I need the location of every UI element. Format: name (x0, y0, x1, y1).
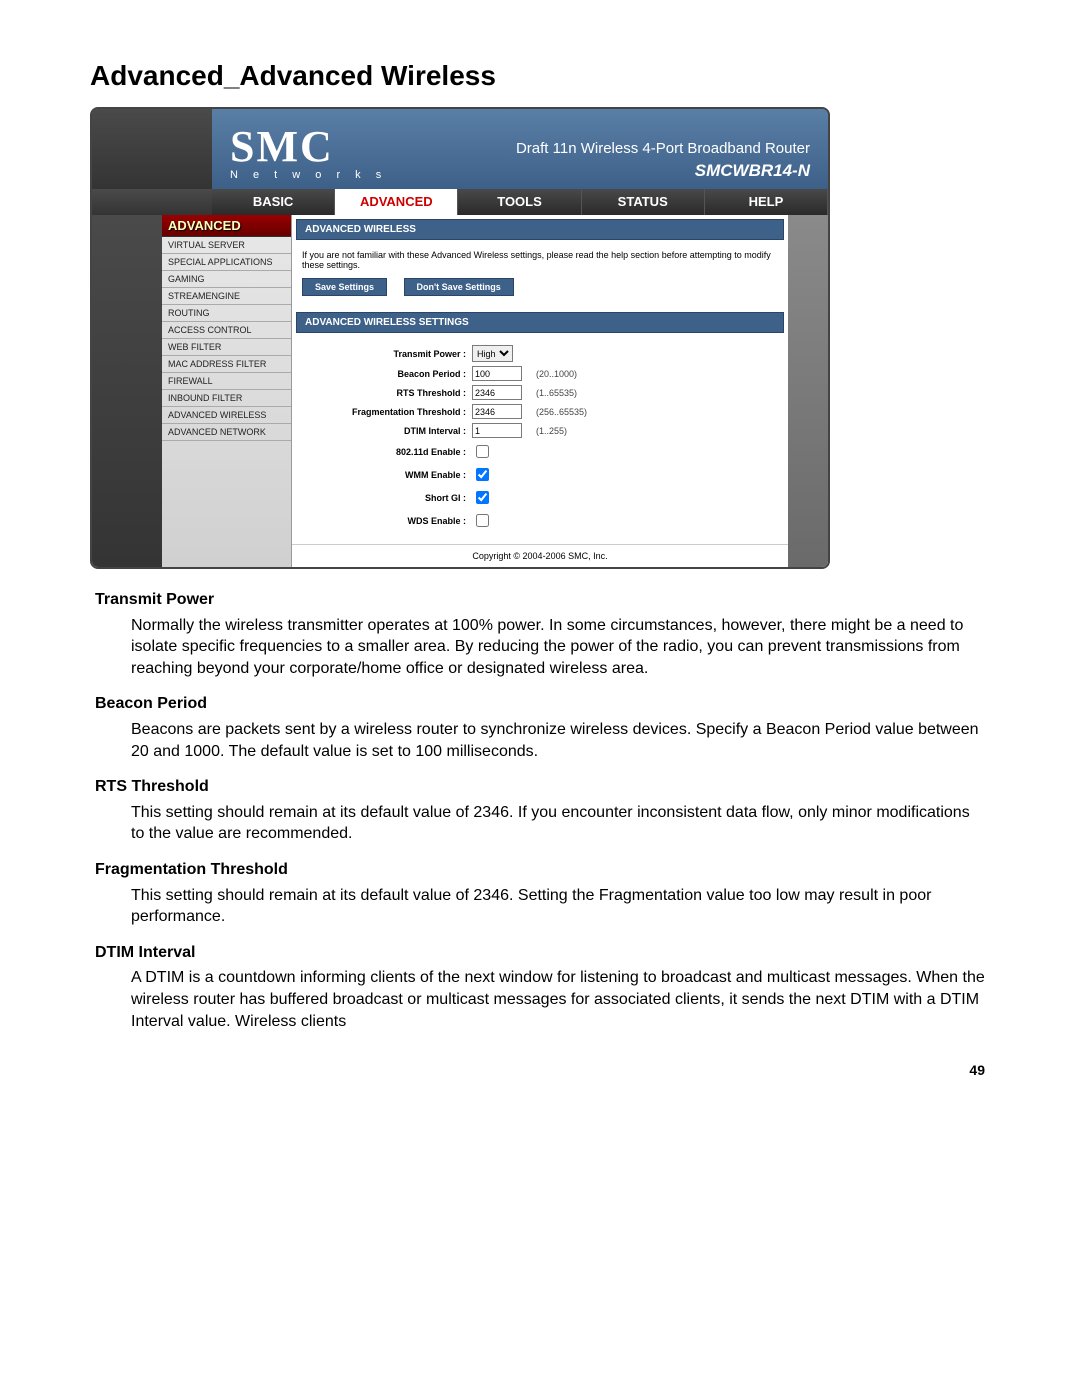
range-dtim-interval: (1..255) (536, 426, 567, 436)
label-wds-enable: WDS Enable : (302, 516, 472, 526)
checkbox-80211d-enable[interactable] (476, 445, 489, 458)
input-beacon-period[interactable] (472, 366, 522, 381)
section-title-settings: ADVANCED WIRELESS SETTINGS (296, 312, 784, 333)
tabbar-left-dark (92, 189, 212, 215)
page-number: 49 (40, 1062, 985, 1078)
product-model: SMCWBR14-N (516, 161, 810, 181)
row-short-gi: Short GI : (302, 486, 778, 509)
range-beacon-period: (20..1000) (536, 369, 577, 379)
row-frag-threshold: Fragmentation Threshold : (256..65535) (302, 402, 778, 421)
sidebar-item-gaming[interactable]: GAMING (162, 271, 291, 288)
doc-heading-rts-threshold: RTS Threshold (95, 776, 985, 798)
router-body: ADVANCED VIRTUAL SERVER SPECIAL APPLICAT… (92, 215, 828, 567)
range-frag-threshold: (256..65535) (536, 407, 587, 417)
tab-help[interactable]: HELP (705, 189, 828, 215)
header-left-dark (92, 109, 212, 189)
row-80211d-enable: 802.11d Enable : (302, 440, 778, 463)
range-rts-threshold: (1..65535) (536, 388, 577, 398)
input-rts-threshold[interactable] (472, 385, 522, 400)
label-wmm-enable: WMM Enable : (302, 470, 472, 480)
sidebar: ADVANCED VIRTUAL SERVER SPECIAL APPLICAT… (162, 215, 292, 567)
main-tabbar: BASIC ADVANCED TOOLS STATUS HELP (92, 189, 828, 215)
doc-heading-beacon-period: Beacon Period (95, 693, 985, 715)
sidebar-item-routing[interactable]: ROUTING (162, 305, 291, 322)
sidebar-item-special-applications[interactable]: SPECIAL APPLICATIONS (162, 254, 291, 271)
label-short-gi: Short GI : (302, 493, 472, 503)
body-right-gray (788, 215, 828, 567)
save-settings-button[interactable]: Save Settings (302, 278, 387, 296)
row-transmit-power: Transmit Power : High (302, 343, 778, 364)
doc-body-beacon-period: Beacons are packets sent by a wireless r… (131, 719, 985, 762)
label-frag-threshold: Fragmentation Threshold : (302, 407, 472, 417)
sidebar-item-web-filter[interactable]: WEB FILTER (162, 339, 291, 356)
doc-text: Transmit Power Normally the wireless tra… (95, 589, 985, 1032)
doc-heading-dtim-interval: DTIM Interval (95, 942, 985, 964)
doc-body-transmit-power: Normally the wireless transmitter operat… (131, 615, 985, 680)
row-wds-enable: WDS Enable : (302, 509, 778, 532)
label-dtim-interval: DTIM Interval : (302, 426, 472, 436)
label-transmit-power: Transmit Power : (302, 349, 472, 359)
logo-subtext: N e t w o r k s (230, 169, 387, 181)
tab-advanced[interactable]: ADVANCED (335, 189, 458, 215)
logo: SMC N e t w o r k s (230, 127, 387, 181)
section-body-top: If you are not familiar with these Advan… (292, 244, 788, 308)
settings-form: Transmit Power : High Beacon Period : (2… (292, 337, 788, 544)
row-dtim-interval: DTIM Interval : (1..255) (302, 421, 778, 440)
doc-heading-frag-threshold: Fragmentation Threshold (95, 859, 985, 881)
label-rts-threshold: RTS Threshold : (302, 388, 472, 398)
sidebar-item-advanced-wireless[interactable]: ADVANCED WIRELESS (162, 407, 291, 424)
row-rts-threshold: RTS Threshold : (1..65535) (302, 383, 778, 402)
sidebar-item-mac-address-filter[interactable]: MAC ADDRESS FILTER (162, 356, 291, 373)
body-left-dark (92, 215, 162, 567)
logo-text: SMC (230, 127, 387, 167)
sidebar-item-access-control[interactable]: ACCESS CONTROL (162, 322, 291, 339)
tab-basic[interactable]: BASIC (212, 189, 335, 215)
section-title-wireless: ADVANCED WIRELESS (296, 219, 784, 240)
checkbox-wmm-enable[interactable] (476, 468, 489, 481)
input-dtim-interval[interactable] (472, 423, 522, 438)
select-transmit-power[interactable]: High (472, 345, 513, 362)
router-header: SMC N e t w o r k s Draft 11n Wireless 4… (92, 109, 828, 189)
checkbox-short-gi[interactable] (476, 491, 489, 504)
sidebar-item-inbound-filter[interactable]: INBOUND FILTER (162, 390, 291, 407)
sidebar-item-advanced-network[interactable]: ADVANCED NETWORK (162, 424, 291, 441)
label-80211d-enable: 802.11d Enable : (302, 447, 472, 457)
sidebar-item-firewall[interactable]: FIREWALL (162, 373, 291, 390)
row-beacon-period: Beacon Period : (20..1000) (302, 364, 778, 383)
label-beacon-period: Beacon Period : (302, 369, 472, 379)
tab-tools[interactable]: TOOLS (458, 189, 581, 215)
page-title: Advanced_Advanced Wireless (90, 60, 1040, 92)
doc-body-frag-threshold: This setting should remain at its defaul… (131, 885, 985, 928)
header-banner: SMC N e t w o r k s Draft 11n Wireless 4… (212, 109, 828, 189)
checkbox-wds-enable[interactable] (476, 514, 489, 527)
product-line: Draft 11n Wireless 4-Port Broadband Rout… (516, 140, 810, 157)
sidebar-item-virtual-server[interactable]: VIRTUAL SERVER (162, 237, 291, 254)
row-wmm-enable: WMM Enable : (302, 463, 778, 486)
input-frag-threshold[interactable] (472, 404, 522, 419)
sidebar-item-streamengine[interactable]: STREAMENGINE (162, 288, 291, 305)
help-text: If you are not familiar with these Advan… (302, 250, 778, 270)
tab-status[interactable]: STATUS (582, 189, 705, 215)
doc-body-rts-threshold: This setting should remain at its defaul… (131, 802, 985, 845)
dont-save-settings-button[interactable]: Don't Save Settings (404, 278, 514, 296)
doc-body-dtim-interval: A DTIM is a countdown informing clients … (131, 967, 985, 1032)
header-product: Draft 11n Wireless 4-Port Broadband Rout… (516, 140, 810, 181)
doc-heading-transmit-power: Transmit Power (95, 589, 985, 611)
sidebar-header: ADVANCED (162, 215, 291, 237)
copyright: Copyright © 2004-2006 SMC, Inc. (292, 544, 788, 567)
router-ui-screenshot: SMC N e t w o r k s Draft 11n Wireless 4… (90, 107, 830, 569)
main-panel: ADVANCED WIRELESS If you are not familia… (292, 215, 788, 567)
